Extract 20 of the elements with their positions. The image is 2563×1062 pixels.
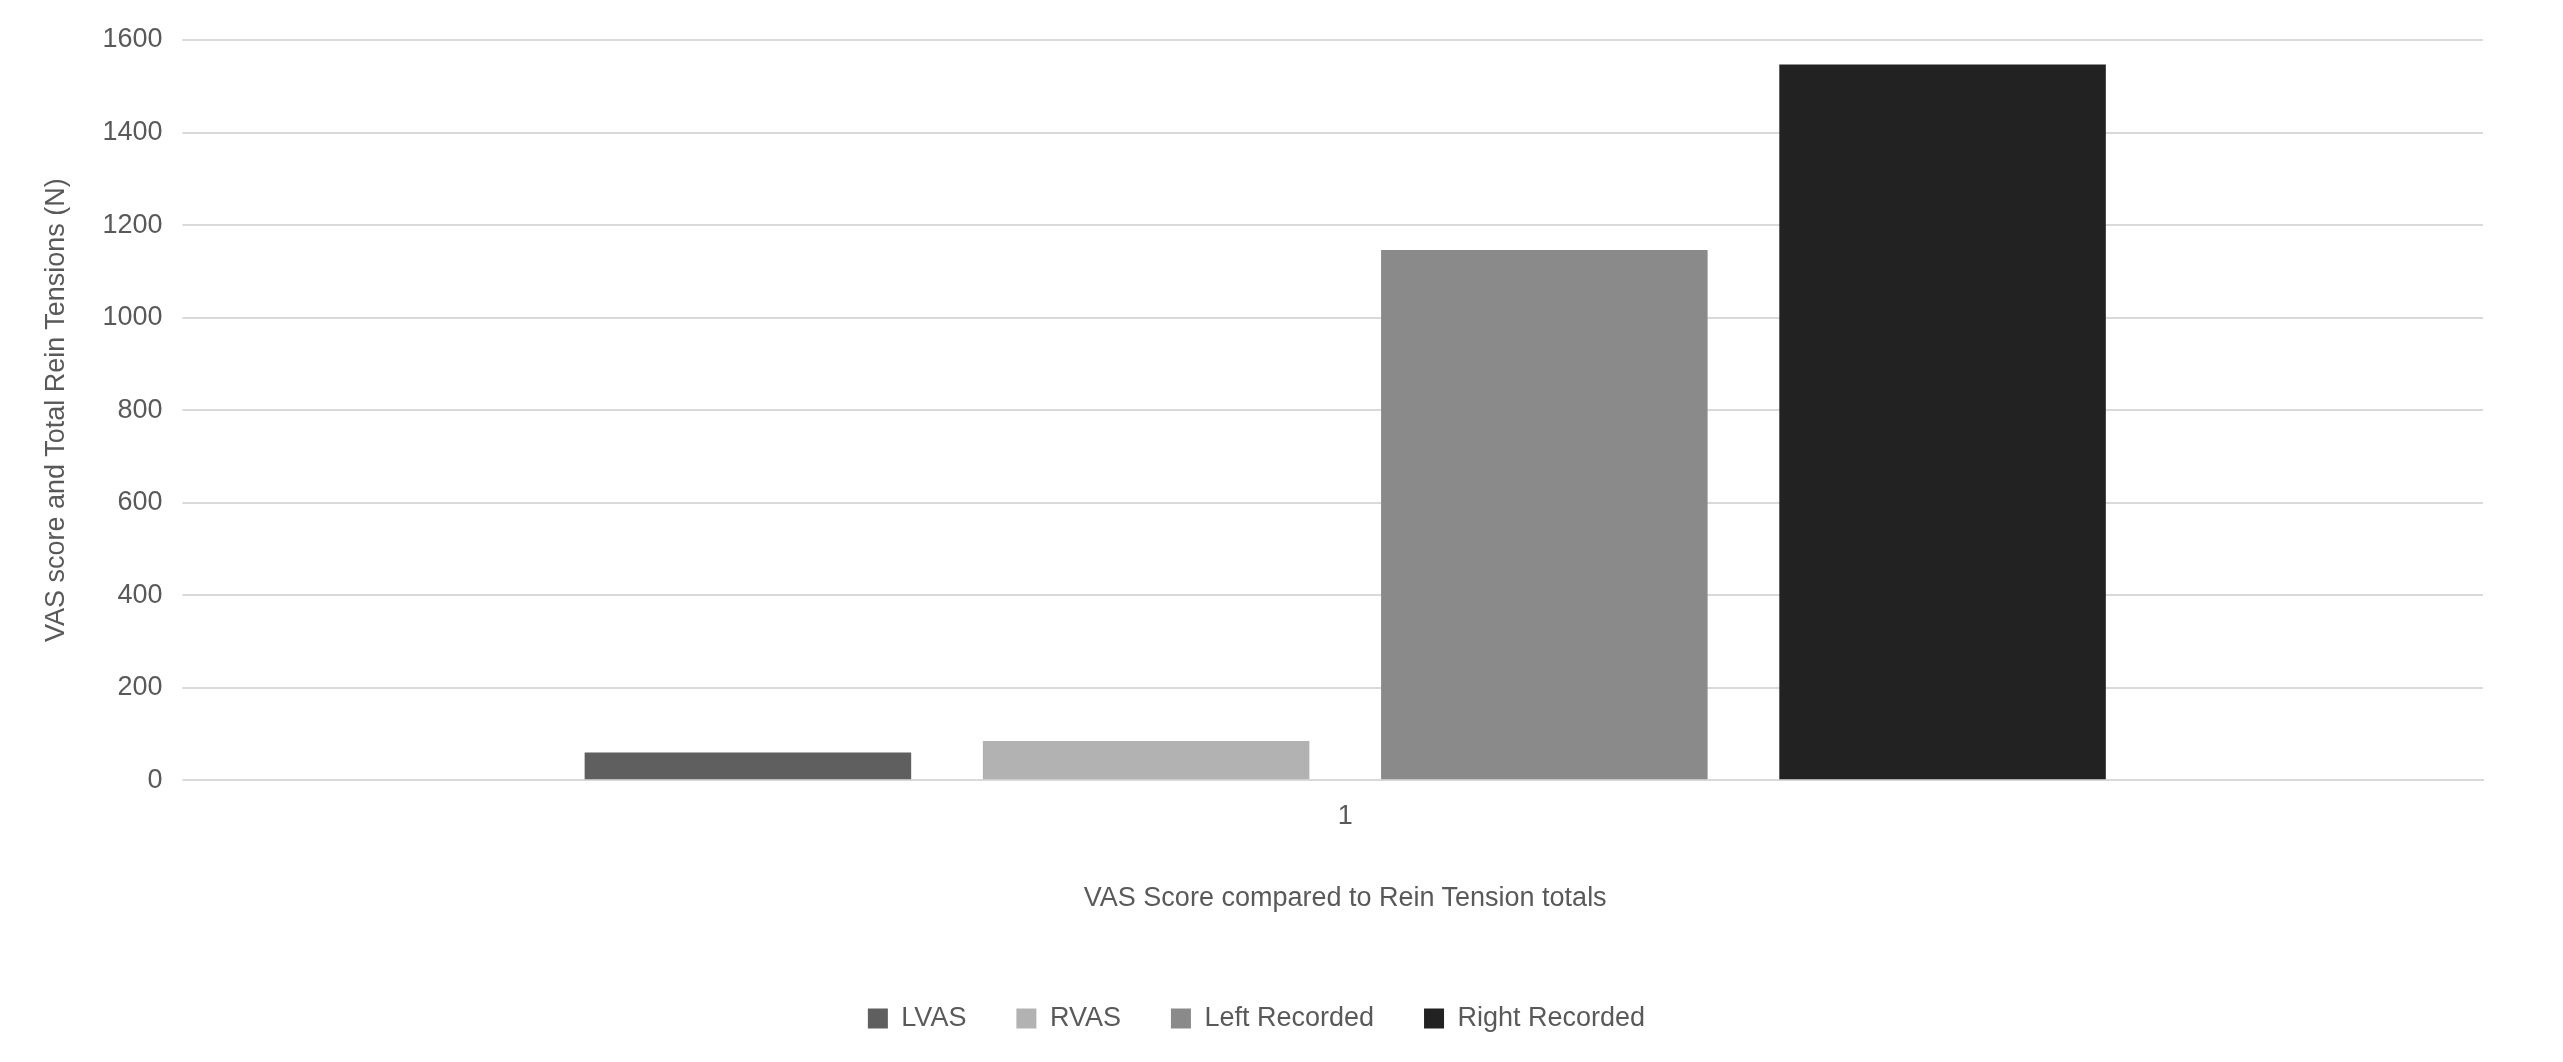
y-tick-label: 0 — [147, 763, 163, 794]
y-tick-label: 1000 — [102, 301, 163, 332]
bar — [1381, 250, 1708, 780]
y-tick-label: 1600 — [102, 23, 163, 54]
y-axis-title: VAS score and Total Rein Tensions (N) — [39, 178, 70, 642]
y-tick-label: 200 — [117, 671, 163, 702]
y-tick-label: 800 — [117, 393, 163, 424]
y-tick-label: 600 — [117, 486, 163, 517]
legend-label: Left Recorded — [1204, 1001, 1375, 1032]
legend-label: LVAS — [901, 1001, 967, 1032]
bar — [584, 752, 912, 780]
bar — [1779, 64, 2106, 780]
y-tick-label: 400 — [117, 578, 163, 609]
x-tick-label: 1 — [1337, 799, 1353, 830]
legend-label: Right Recorded — [1457, 1001, 1646, 1032]
y-tick-label: 1200 — [102, 208, 163, 239]
bar — [982, 740, 1310, 780]
x-axis-title: VAS Score compared to Rein Tension totals — [1083, 882, 1607, 913]
legend-label: RVAS — [1049, 1001, 1121, 1032]
y-tick-label: 1400 — [102, 115, 163, 146]
